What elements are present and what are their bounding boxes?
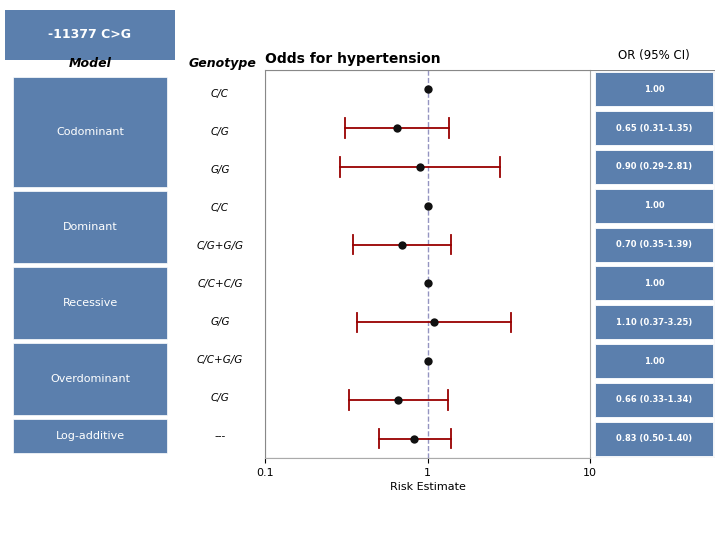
FancyBboxPatch shape [595,305,713,339]
Text: C/C+G/G: C/C+G/G [197,355,243,365]
Text: 1.00: 1.00 [644,201,665,210]
Text: G/G: G/G [210,317,230,327]
Text: C/G+G/G: C/G+G/G [197,241,243,251]
Text: Log-additive: Log-additive [55,431,125,441]
FancyBboxPatch shape [595,344,713,378]
Text: C/C: C/C [211,89,229,99]
FancyBboxPatch shape [595,227,713,262]
FancyBboxPatch shape [595,266,713,300]
Text: 0.70 (0.35-1.39): 0.70 (0.35-1.39) [616,240,692,249]
Text: 0.90 (0.29-2.81): 0.90 (0.29-2.81) [616,163,692,172]
Text: 0.65 (0.31-1.35): 0.65 (0.31-1.35) [616,124,692,133]
Text: Recessive: Recessive [63,298,117,308]
FancyBboxPatch shape [595,188,713,223]
Text: 0.83 (0.50-1.40): 0.83 (0.50-1.40) [616,434,692,443]
FancyBboxPatch shape [13,77,167,187]
FancyBboxPatch shape [595,383,713,417]
FancyBboxPatch shape [13,191,167,263]
Text: 1.10 (0.37-3.25): 1.10 (0.37-3.25) [616,318,692,327]
FancyBboxPatch shape [595,72,713,106]
Text: Codominant: Codominant [56,127,124,137]
FancyBboxPatch shape [5,10,175,60]
Text: 1.00: 1.00 [644,85,665,94]
FancyBboxPatch shape [13,419,167,453]
Text: C/C+C/G: C/C+C/G [197,279,243,289]
Text: 1.00: 1.00 [644,356,665,366]
Text: C/G: C/G [211,393,230,403]
Text: 1.00: 1.00 [644,279,665,288]
FancyBboxPatch shape [595,422,713,456]
Text: 0.66 (0.33-1.34): 0.66 (0.33-1.34) [616,395,692,404]
Text: C/G: C/G [211,127,230,137]
FancyBboxPatch shape [595,150,713,184]
Text: Genotype: Genotype [188,57,256,70]
FancyBboxPatch shape [13,343,167,415]
Text: Dominant: Dominant [63,222,117,232]
Text: OR (95% CI): OR (95% CI) [618,49,690,62]
Text: C/C: C/C [211,203,229,213]
Text: -11377 C>G: -11377 C>G [48,29,132,42]
Text: Overdominant: Overdominant [50,374,130,384]
Text: G/G: G/G [210,165,230,175]
FancyBboxPatch shape [595,111,713,145]
Text: Odds for hypertension: Odds for hypertension [265,52,441,66]
X-axis label: Risk Estimate: Risk Estimate [390,482,465,492]
Text: Model: Model [68,57,112,70]
FancyBboxPatch shape [13,267,167,339]
Text: ---: --- [215,431,225,441]
